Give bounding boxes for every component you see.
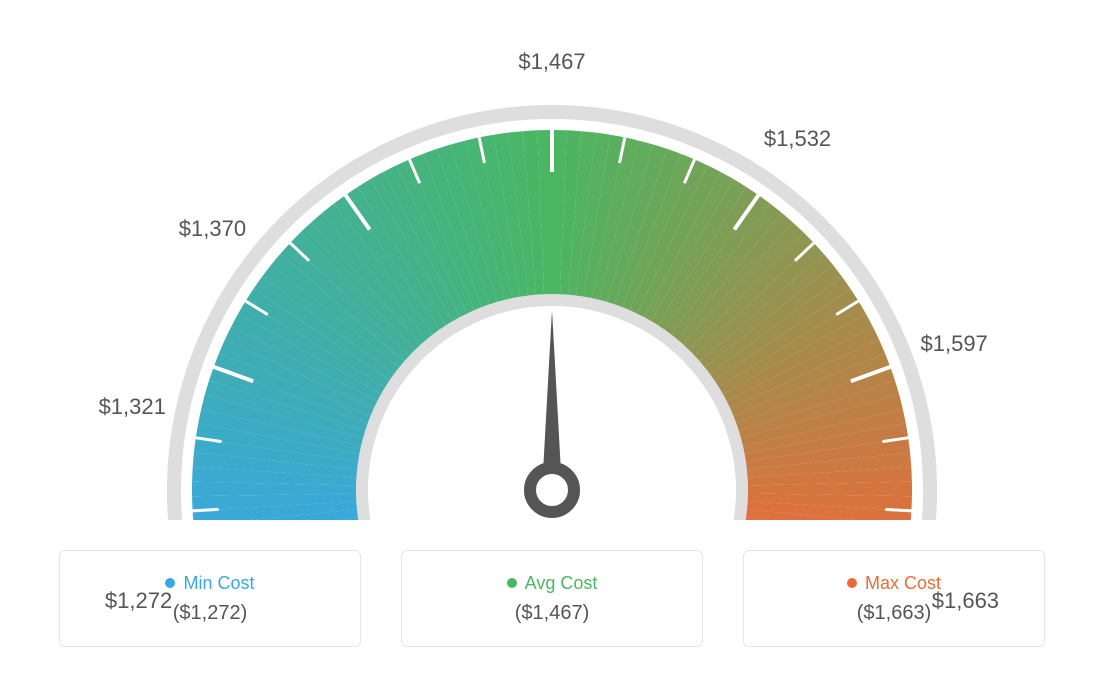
avg-cost-card: Avg Cost ($1,467) bbox=[401, 550, 703, 647]
min-cost-value: ($1,272) bbox=[173, 602, 248, 625]
avg-cost-title: Avg Cost bbox=[507, 573, 598, 594]
max-cost-value: ($1,663) bbox=[857, 602, 932, 625]
gauge-label: $1,272 bbox=[105, 588, 172, 614]
gauge-label: $1,467 bbox=[518, 49, 585, 75]
min-cost-title-text: Min Cost bbox=[183, 573, 254, 594]
min-cost-dot bbox=[165, 578, 175, 588]
max-cost-card: Max Cost ($1,663) bbox=[743, 550, 1045, 647]
min-cost-title: Min Cost bbox=[165, 573, 254, 594]
gauge-label: $1,370 bbox=[179, 216, 246, 242]
gauge-chart: $1,272$1,321$1,370$1,467$1,532$1,597$1,6… bbox=[0, 0, 1104, 540]
gauge-label: $1,597 bbox=[921, 331, 988, 357]
avg-cost-value: ($1,467) bbox=[515, 602, 590, 625]
max-cost-title: Max Cost bbox=[847, 573, 941, 594]
max-cost-dot bbox=[847, 578, 857, 588]
avg-cost-dot bbox=[507, 578, 517, 588]
gauge-label: $1,663 bbox=[932, 588, 999, 614]
avg-cost-title-text: Avg Cost bbox=[525, 573, 598, 594]
gauge-label: $1,321 bbox=[99, 394, 166, 420]
max-cost-title-text: Max Cost bbox=[865, 573, 941, 594]
gauge-label: $1,532 bbox=[764, 126, 831, 152]
